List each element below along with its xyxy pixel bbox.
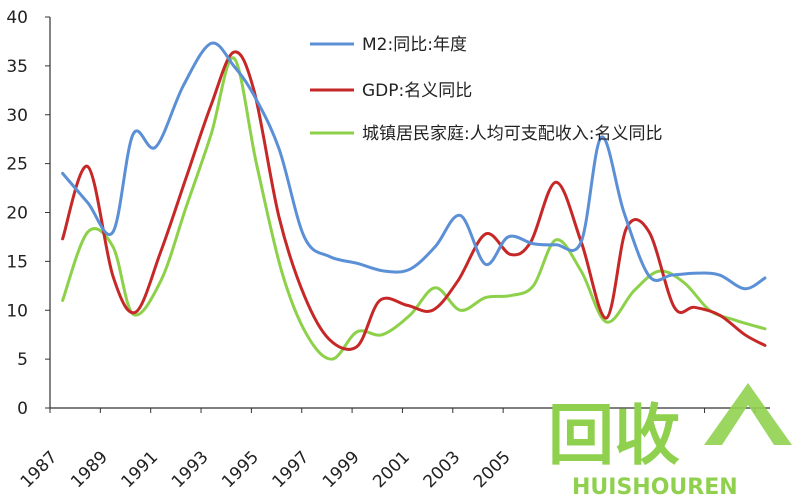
x-tick-label: 1995 <box>218 447 263 492</box>
x-tick-label: 1991 <box>117 447 162 492</box>
watermark-sub-text: HUISHOUREN <box>572 475 738 500</box>
x-tick-label: 2005 <box>470 447 515 492</box>
y-tick-label: 15 <box>6 252 28 272</box>
y-tick-label: 10 <box>6 301 28 321</box>
legend-label: GDP:名义同比 <box>362 81 472 101</box>
y-tick-label: 30 <box>6 106 28 126</box>
y-tick-label: 5 <box>17 350 28 370</box>
y-tick-label: 35 <box>6 57 28 77</box>
legend-label: M2:同比:年度 <box>362 35 467 55</box>
y-axis-ticks: 0 5 10 15 20 25 30 35 40 <box>6 8 50 419</box>
x-tick-label: 1997 <box>269 447 314 492</box>
x-tick-label: 1999 <box>319 447 364 492</box>
watermark-main-text: 回收 <box>548 397 680 474</box>
watermark-emblem <box>704 383 792 445</box>
series-layer <box>61 41 767 361</box>
y-tick-label: 0 <box>17 399 28 419</box>
watermark-logo: 回收 HUISHOUREN <box>548 383 792 500</box>
series-line-gdp <box>61 50 767 351</box>
y-tick-label: 20 <box>6 204 28 224</box>
x-tick-label: 1989 <box>67 447 112 492</box>
x-tick-label: 1993 <box>168 447 213 492</box>
x-tick-label: 2001 <box>369 447 414 492</box>
x-tick-label: 1987 <box>17 447 62 492</box>
x-tick-label: 2003 <box>420 447 465 492</box>
series-line-m2 <box>61 41 767 291</box>
legend-label: 城镇居民家庭:人均可支配收入:名义同比 <box>362 124 662 144</box>
y-tick-label: 25 <box>6 155 28 175</box>
series-line-income <box>61 56 767 361</box>
y-tick-label: 40 <box>6 8 28 28</box>
